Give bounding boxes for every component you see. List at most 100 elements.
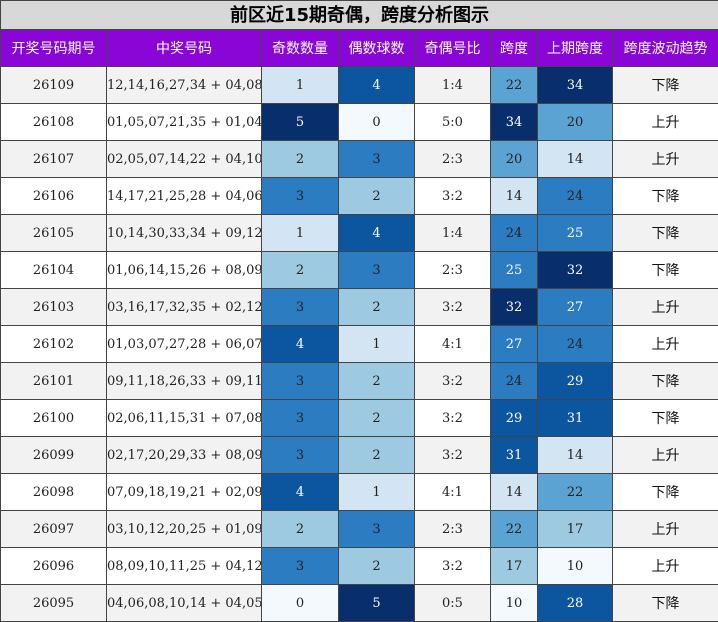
prev-span-cell: 27 [537, 288, 613, 326]
header-span-trend: 跨度波动趋势 [612, 29, 718, 67]
numbers-cell: 14,17,21,25,28 + 04,06 [106, 177, 262, 215]
table-row: 26097 03,10,12,20,25 + 01,09 2 3 2:3 22 17 上升 [0, 510, 718, 548]
odd-even-ratio-cell: 2:3 [414, 510, 491, 548]
period-cell: 26102 [0, 325, 107, 363]
table-row: 26101 09,11,18,26,33 + 09,11 3 2 3:2 24 29 下降 [0, 362, 718, 400]
table-row: 26095 04,06,08,10,14 + 04,05 0 5 0:5 10 28 下降 [0, 584, 718, 622]
span-trend-cell: 上升 [612, 140, 718, 178]
even-count-cell: 1 [338, 473, 415, 511]
span-trend-cell: 下降 [612, 251, 718, 289]
numbers-cell: 01,06,14,15,26 + 08,09 [106, 251, 262, 289]
odd-even-ratio-cell: 2:3 [414, 251, 491, 289]
prev-span-cell: 14 [537, 436, 613, 474]
prev-span-cell: 22 [537, 473, 613, 511]
even-count-cell: 3 [338, 140, 415, 178]
span-trend-cell: 下降 [612, 362, 718, 400]
period-cell: 26106 [0, 177, 107, 215]
even-count-cell: 3 [338, 251, 415, 289]
odd-even-ratio-cell: 3:2 [414, 362, 491, 400]
numbers-cell: 09,11,18,26,33 + 09,11 [106, 362, 262, 400]
table-row: 26100 02,06,11,15,31 + 07,08 3 2 3:2 29 31 下降 [0, 399, 718, 437]
span-cell: 25 [490, 251, 538, 289]
odd-even-ratio-cell: 5:0 [414, 103, 491, 141]
period-cell: 26109 [0, 66, 107, 104]
span-trend-cell: 下降 [612, 214, 718, 252]
odd-count-cell: 3 [261, 177, 339, 215]
span-trend-cell: 下降 [612, 399, 718, 437]
span-cell: 29 [490, 399, 538, 437]
prev-span-cell: 20 [537, 103, 613, 141]
span-trend-cell: 下降 [612, 473, 718, 511]
numbers-cell: 04,06,08,10,14 + 04,05 [106, 584, 262, 622]
numbers-cell: 02,17,20,29,33 + 08,09 [106, 436, 262, 474]
odd-even-ratio-cell: 3:2 [414, 177, 491, 215]
even-count-cell: 4 [338, 66, 415, 104]
numbers-cell: 03,16,17,32,35 + 02,12 [106, 288, 262, 326]
table-row: 26109 12,14,16,27,34 + 04,08 1 4 1:4 22 34 下降 [0, 66, 718, 104]
period-cell: 26108 [0, 103, 107, 141]
odd-count-cell: 3 [261, 288, 339, 326]
table-row: 26096 08,09,10,11,25 + 04,12 3 2 3:2 17 10 上升 [0, 547, 718, 585]
table-row: 26099 02,17,20,29,33 + 08,09 3 2 3:2 31 14 上升 [0, 436, 718, 474]
numbers-cell: 01,05,07,21,35 + 01,04 [106, 103, 262, 141]
even-count-cell: 4 [338, 214, 415, 252]
period-cell: 26100 [0, 399, 107, 437]
prev-span-cell: 24 [537, 177, 613, 215]
even-count-cell: 0 [338, 103, 415, 141]
header-odd-count: 奇数数量 [261, 29, 339, 67]
odd-even-ratio-cell: 3:2 [414, 547, 491, 585]
period-cell: 26103 [0, 288, 107, 326]
span-trend-cell: 下降 [612, 584, 718, 622]
odd-even-ratio-cell: 4:1 [414, 325, 491, 363]
header-period: 开奖号码期号 [0, 29, 107, 67]
odd-even-ratio-cell: 0:5 [414, 584, 491, 622]
span-cell: 10 [490, 584, 538, 622]
period-cell: 26097 [0, 510, 107, 548]
period-cell: 26098 [0, 473, 107, 511]
header-numbers: 中奖号码 [106, 29, 262, 67]
prev-span-cell: 29 [537, 362, 613, 400]
odd-even-ratio-cell: 1:4 [414, 214, 491, 252]
odd-count-cell: 4 [261, 325, 339, 363]
odd-count-cell: 2 [261, 140, 339, 178]
table-row: 26106 14,17,21,25,28 + 04,06 3 2 3:2 14 24 下降 [0, 177, 718, 215]
numbers-cell: 10,14,30,33,34 + 09,12 [106, 214, 262, 252]
table-row: 26103 03,16,17,32,35 + 02,12 3 2 3:2 32 27 上升 [0, 288, 718, 326]
period-cell: 26104 [0, 251, 107, 289]
table-row: 26098 07,09,18,19,21 + 02,09 4 1 4:1 14 22 下降 [0, 473, 718, 511]
odd-count-cell: 1 [261, 66, 339, 104]
odd-even-ratio-cell: 4:1 [414, 473, 491, 511]
prev-span-cell: 24 [537, 325, 613, 363]
prev-span-cell: 31 [537, 399, 613, 437]
numbers-cell: 01,03,07,27,28 + 06,07 [106, 325, 262, 363]
prev-span-cell: 28 [537, 584, 613, 622]
numbers-cell: 02,05,07,14,22 + 04,10 [106, 140, 262, 178]
span-trend-cell: 上升 [612, 325, 718, 363]
header-row: 开奖号码期号 中奖号码 奇数数量 偶数球数 奇偶号比 跨度 上期跨度 跨度波动趋… [0, 29, 718, 67]
odd-count-cell: 0 [261, 584, 339, 622]
prev-span-cell: 17 [537, 510, 613, 548]
even-count-cell: 2 [338, 547, 415, 585]
table-row: 26104 01,06,14,15,26 + 08,09 2 3 2:3 25 32 下降 [0, 251, 718, 289]
prev-span-cell: 25 [537, 214, 613, 252]
numbers-cell: 08,09,10,11,25 + 04,12 [106, 547, 262, 585]
span-cell: 22 [490, 66, 538, 104]
odd-even-ratio-cell: 2:3 [414, 140, 491, 178]
span-cell: 24 [490, 362, 538, 400]
span-trend-cell: 上升 [612, 547, 718, 585]
odd-count-cell: 3 [261, 547, 339, 585]
span-cell: 14 [490, 177, 538, 215]
even-count-cell: 3 [338, 510, 415, 548]
odd-count-cell: 2 [261, 251, 339, 289]
span-cell: 27 [490, 325, 538, 363]
even-count-cell: 2 [338, 288, 415, 326]
span-cell: 14 [490, 473, 538, 511]
header-odd-even-ratio: 奇偶号比 [414, 29, 491, 67]
header-span: 跨度 [490, 29, 538, 67]
odd-count-cell: 5 [261, 103, 339, 141]
numbers-cell: 03,10,12,20,25 + 01,09 [106, 510, 262, 548]
numbers-cell: 02,06,11,15,31 + 07,08 [106, 399, 262, 437]
period-cell: 26101 [0, 362, 107, 400]
odd-even-ratio-cell: 3:2 [414, 436, 491, 474]
